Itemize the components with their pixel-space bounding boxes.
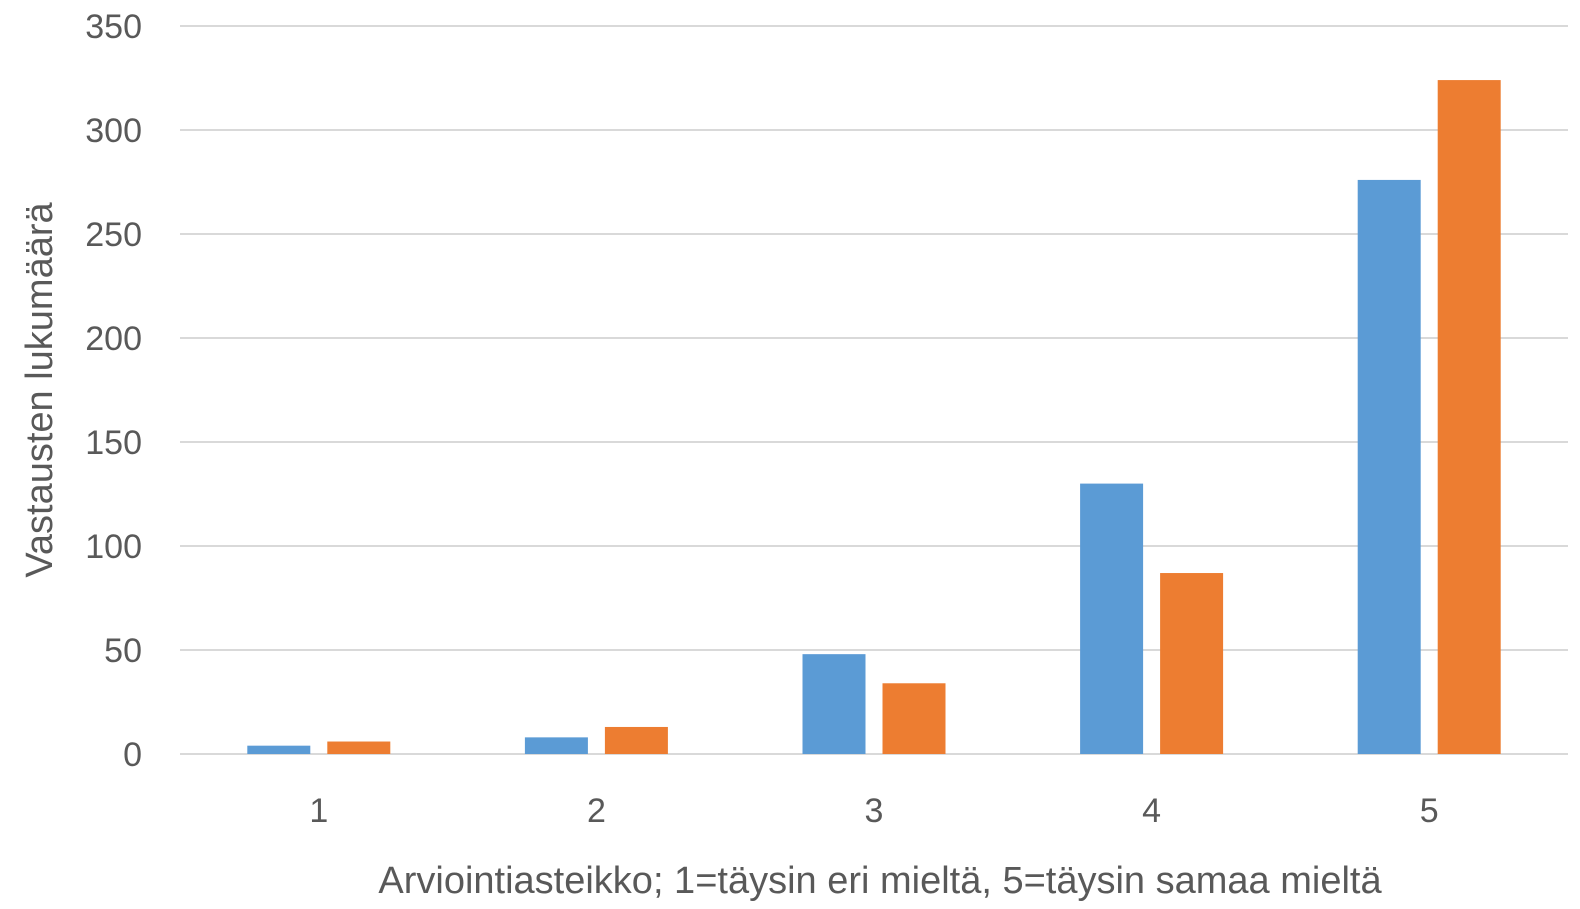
bar-series2-cat1 bbox=[327, 741, 391, 754]
x-tick-label: 1 bbox=[309, 792, 328, 830]
y-tick-label: 100 bbox=[85, 528, 142, 566]
x-tick-label: 3 bbox=[865, 792, 884, 830]
x-axis-title: Arviointiasteikko; 1=täysin eri mieltä, … bbox=[378, 860, 1382, 902]
x-axis-ticks: 1 2 3 4 5 bbox=[309, 792, 1438, 830]
y-tick-label: 50 bbox=[104, 632, 142, 670]
y-tick-label: 300 bbox=[85, 112, 142, 150]
bar-series1-cat3 bbox=[802, 654, 866, 754]
x-tick-label: 2 bbox=[587, 792, 606, 830]
bar-series2-cat2 bbox=[604, 726, 668, 754]
bar-series1-cat4 bbox=[1080, 483, 1144, 754]
x-tick-label: 4 bbox=[1142, 792, 1161, 830]
x-tick-label: 5 bbox=[1420, 792, 1439, 830]
y-tick-label: 350 bbox=[85, 8, 142, 46]
bar-series2-cat4 bbox=[1160, 573, 1224, 754]
y-axis-ticks: 0 50 100 150 200 250 300 350 bbox=[85, 8, 142, 774]
y-axis-title: Vastausten lukumäärä bbox=[19, 201, 61, 577]
bar-series2-cat3 bbox=[882, 683, 946, 754]
y-tick-label: 0 bbox=[123, 736, 142, 774]
bar-series1-cat2 bbox=[524, 737, 588, 754]
bars bbox=[247, 80, 1501, 755]
bar-series1-cat1 bbox=[247, 745, 311, 754]
bar-series2-cat5 bbox=[1437, 80, 1501, 754]
y-tick-label: 150 bbox=[85, 424, 142, 462]
y-tick-label: 250 bbox=[85, 216, 142, 254]
gridlines bbox=[180, 25, 1568, 755]
bar-series1-cat5 bbox=[1357, 179, 1421, 755]
y-tick-label: 200 bbox=[85, 320, 142, 358]
